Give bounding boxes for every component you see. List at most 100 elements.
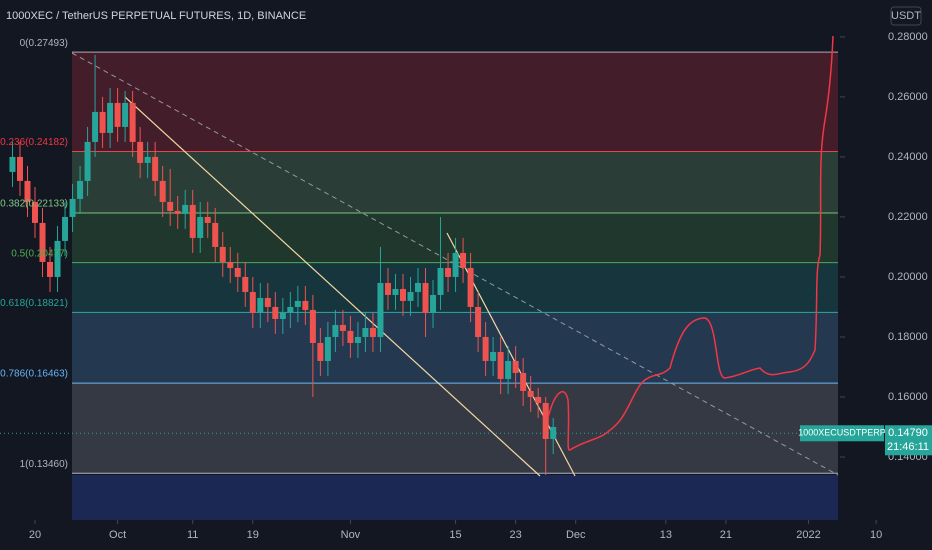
x-tick-label: Oct: [109, 529, 126, 541]
candle-body: [422, 282, 429, 313]
candle-body: [242, 276, 249, 292]
y-tick-label: 0.26000: [888, 91, 928, 103]
fib-band: [72, 312, 838, 384]
x-tick-label: 13: [660, 529, 672, 541]
candle-body: [475, 306, 482, 337]
candle-body: [47, 261, 54, 277]
dashed-trendline: [71, 52, 839, 476]
candle-body: [24, 180, 31, 202]
x-tick-label: 21: [720, 529, 732, 541]
candle-body: [332, 324, 339, 337]
candle-body: [317, 342, 324, 361]
candle-body: [99, 111, 106, 133]
candle-body: [287, 306, 294, 313]
candle-body: [122, 102, 129, 127]
candle-body: [9, 156, 16, 172]
candle-body: [324, 336, 331, 361]
fib-label: 0(0.27493): [20, 38, 68, 49]
candle-body: [505, 360, 512, 379]
candle-body: [174, 210, 181, 214]
candle-body: [550, 426, 557, 439]
candle-body: [92, 111, 99, 142]
trendline: [124, 96, 541, 477]
candle-body: [535, 396, 542, 403]
fib-label: 1(0.13460): [20, 459, 68, 470]
candle-body: [445, 267, 452, 277]
candle-body: [84, 141, 91, 181]
fib-bottom-band: [72, 475, 838, 520]
candle-body: [264, 297, 271, 307]
x-tick-label: 19: [247, 529, 259, 541]
candle-body: [77, 180, 84, 199]
candle-body: [437, 267, 444, 295]
x-tick-label: Dec: [566, 529, 586, 541]
x-tick-label: 2022: [796, 529, 820, 541]
symbol-label: 1000XECUSDTPERP: [798, 428, 886, 438]
candle-body: [520, 372, 527, 391]
candle-body: [497, 351, 504, 379]
candle-body: [452, 252, 459, 277]
y-tick-label: 0.20000: [888, 271, 928, 283]
candle-body: [309, 309, 316, 343]
candle-body: [212, 222, 219, 247]
x-tick-label: 10: [870, 529, 882, 541]
last-price-label: 0.14790: [888, 427, 928, 439]
projection-curve: [547, 35, 834, 451]
candle-body: [152, 156, 159, 181]
candle-body: [159, 180, 166, 202]
candle-body: [219, 246, 226, 262]
symbol-badge: [800, 425, 884, 442]
candle-body: [482, 336, 489, 361]
candle-body: [16, 156, 23, 181]
candle-body: [197, 216, 204, 238]
candle-body: [129, 102, 136, 142]
candle-body: [407, 291, 414, 301]
candle-body: [392, 288, 399, 295]
fib-label: 0.5(0.20477): [11, 248, 68, 259]
candle-body: [542, 402, 549, 439]
candle-body: [167, 201, 174, 211]
candle-body: [347, 330, 354, 343]
fib-label: 0.236(0.24182): [0, 137, 68, 148]
candle-body: [490, 351, 497, 361]
candle-body: [377, 282, 384, 337]
candle-body: [415, 282, 422, 292]
candle-body: [69, 198, 76, 217]
candle-body: [204, 216, 211, 223]
fib-band: [72, 52, 838, 152]
candle-body: [362, 327, 369, 337]
candle-body: [257, 297, 264, 313]
fib-label: 0.618(0.18821): [0, 298, 68, 309]
candle-body: [62, 216, 69, 241]
y-tick-label: 0.16000: [888, 391, 928, 403]
y-tick-label: 0.24000: [888, 151, 928, 163]
fib-label: 0.786(0.16463): [0, 369, 68, 380]
x-tick-label: Nov: [341, 529, 361, 541]
candle-body: [302, 300, 309, 310]
candle-body: [39, 222, 46, 262]
fib-band: [72, 151, 838, 213]
x-tick-label: 15: [449, 529, 461, 541]
candle-body: [279, 312, 286, 319]
countdown: 21:46:11: [887, 441, 929, 453]
candle-body: [384, 282, 391, 295]
price-badge: [885, 425, 932, 456]
candle-body: [460, 252, 467, 268]
candle-body: [527, 390, 534, 397]
candle-body: [430, 294, 437, 313]
candle-body: [249, 291, 256, 313]
candle-body: [107, 102, 114, 133]
candle-body: [182, 204, 189, 214]
x-tick-label: 11: [187, 529, 198, 541]
candle-body: [369, 327, 376, 337]
y-tick-label: 0.18000: [888, 331, 928, 343]
candle-body: [467, 267, 474, 307]
candle-body: [234, 267, 241, 277]
x-tick-label: 23: [510, 529, 522, 541]
candle-body: [31, 201, 38, 223]
chart-title: 1000XEC / TetherUS PERPETUAL FUTURES, 1D…: [6, 10, 306, 22]
fib-band: [72, 383, 838, 474]
candle-body: [339, 324, 346, 331]
